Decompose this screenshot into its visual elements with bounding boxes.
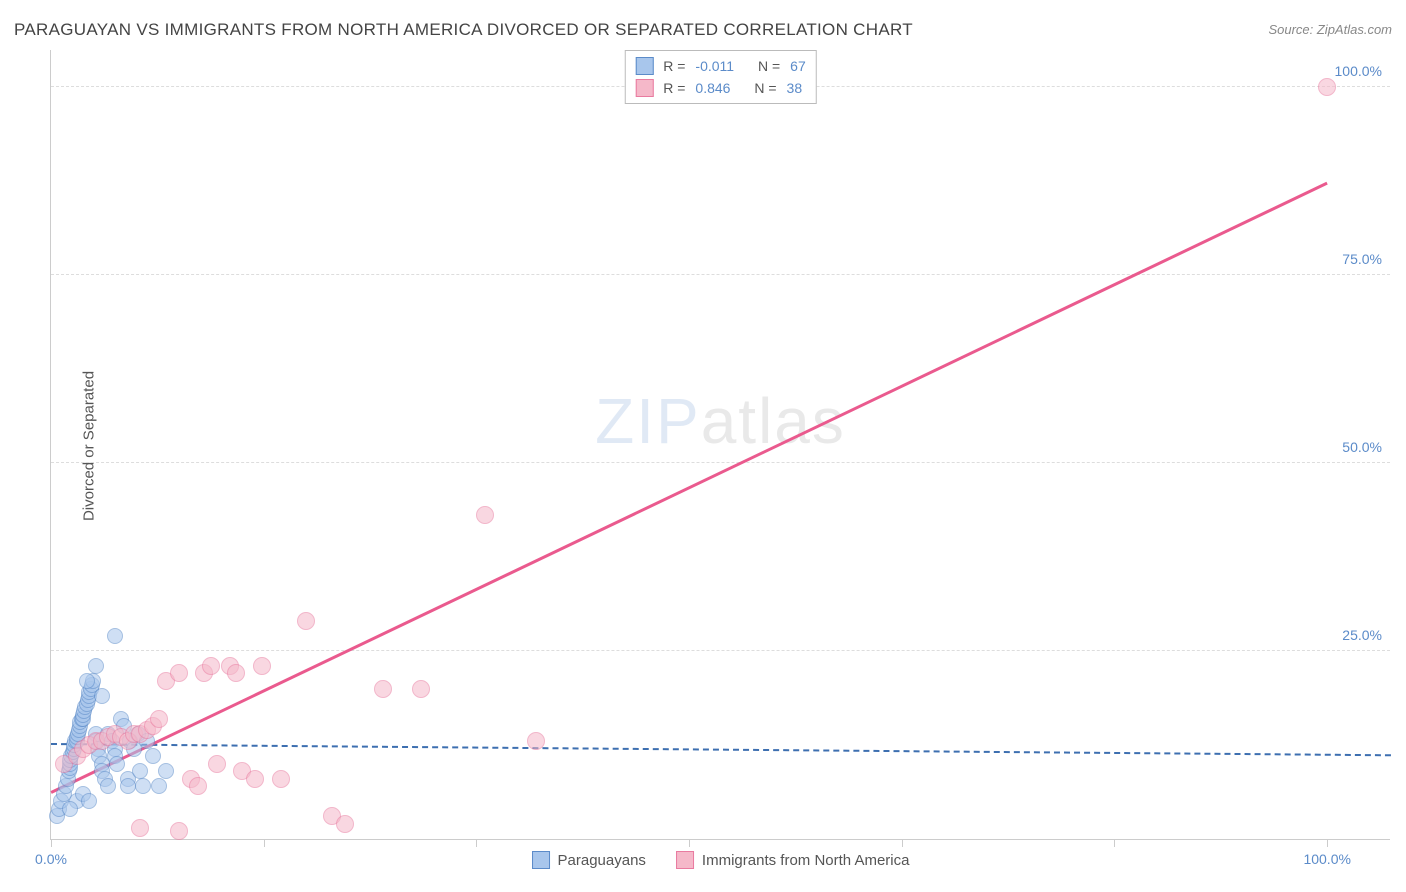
- data-point: [79, 673, 95, 689]
- x-tick-label: 0.0%: [35, 851, 67, 867]
- data-point: [246, 770, 264, 788]
- trend-line: [51, 743, 1391, 756]
- swatch-icon: [635, 79, 653, 97]
- data-point: [107, 628, 123, 644]
- swatch-icon: [635, 57, 653, 75]
- data-point: [476, 506, 494, 524]
- chart-container: PARAGUAYAN VS IMMIGRANTS FROM NORTH AMER…: [0, 0, 1406, 892]
- data-point: [151, 778, 167, 794]
- legend-stats: R = -0.011 N = 67 R = 0.846 N = 38: [624, 50, 817, 104]
- data-point: [374, 680, 392, 698]
- data-point: [527, 732, 545, 750]
- data-point: [202, 657, 220, 675]
- data-point: [94, 688, 110, 704]
- r-label: R =: [663, 58, 685, 74]
- legend-item: Immigrants from North America: [676, 851, 910, 869]
- data-point: [62, 801, 78, 817]
- data-point: [150, 710, 168, 728]
- data-point: [135, 778, 151, 794]
- data-point: [145, 748, 161, 764]
- data-point: [170, 822, 188, 840]
- legend-stats-row: R = -0.011 N = 67: [635, 55, 806, 77]
- y-tick-label: 100.0%: [1335, 63, 1382, 79]
- n-value: 38: [787, 80, 803, 96]
- legend-label: Immigrants from North America: [702, 852, 910, 869]
- n-label: N =: [754, 80, 776, 96]
- data-point: [132, 763, 148, 779]
- source-label: Source: ZipAtlas.com: [1268, 22, 1392, 37]
- data-point: [109, 756, 125, 772]
- x-tick-label: 100.0%: [1303, 851, 1350, 867]
- x-tick: [264, 839, 265, 847]
- watermark: ZIPatlas: [595, 384, 846, 458]
- gridline: [51, 462, 1390, 463]
- data-point: [1318, 78, 1336, 96]
- data-point: [227, 664, 245, 682]
- legend-bottom: Paraguayans Immigrants from North Americ…: [532, 851, 910, 869]
- swatch-icon: [676, 851, 694, 869]
- n-label: N =: [758, 58, 780, 74]
- chart-title: PARAGUAYAN VS IMMIGRANTS FROM NORTH AMER…: [14, 20, 913, 40]
- legend-label: Paraguayans: [558, 852, 646, 869]
- legend-item: Paraguayans: [532, 851, 646, 869]
- y-tick-label: 50.0%: [1342, 439, 1382, 455]
- y-tick-label: 75.0%: [1342, 251, 1382, 267]
- y-tick-label: 25.0%: [1342, 627, 1382, 643]
- data-point: [412, 680, 430, 698]
- legend-stats-row: R = 0.846 N = 38: [635, 77, 806, 99]
- data-point: [88, 658, 104, 674]
- r-label: R =: [663, 80, 685, 96]
- x-tick: [902, 839, 903, 847]
- watermark-bold: ZIP: [595, 385, 701, 457]
- r-value: -0.011: [695, 58, 734, 74]
- n-value: 67: [790, 58, 806, 74]
- data-point: [120, 778, 136, 794]
- data-point: [297, 612, 315, 630]
- data-point: [189, 777, 207, 795]
- data-point: [208, 755, 226, 773]
- x-tick: [51, 839, 52, 847]
- data-point: [81, 793, 97, 809]
- data-point: [253, 657, 271, 675]
- x-tick: [1114, 839, 1115, 847]
- data-point: [131, 819, 149, 837]
- r-value: 0.846: [695, 80, 730, 96]
- data-point: [272, 770, 290, 788]
- x-tick: [1327, 839, 1328, 847]
- plot-area: ZIPatlas R = -0.011 N = 67 R = 0.846 N =…: [50, 50, 1390, 840]
- x-tick: [689, 839, 690, 847]
- data-point: [158, 763, 174, 779]
- data-point: [170, 664, 188, 682]
- data-point: [336, 815, 354, 833]
- gridline: [51, 274, 1390, 275]
- x-tick: [476, 839, 477, 847]
- gridline: [51, 650, 1390, 651]
- data-point: [100, 778, 116, 794]
- swatch-icon: [532, 851, 550, 869]
